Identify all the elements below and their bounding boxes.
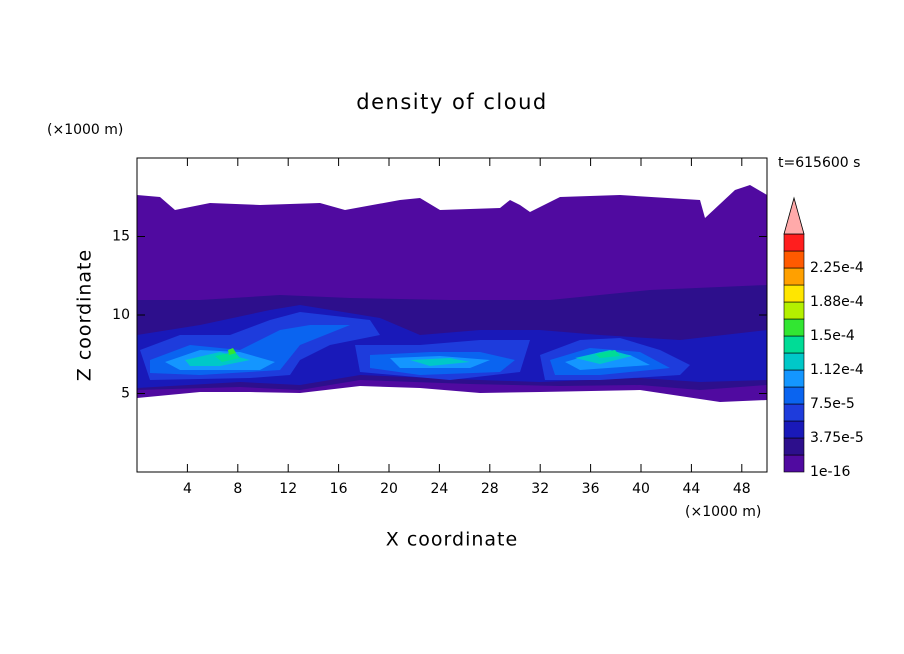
contour-region xyxy=(595,350,620,358)
colorbar-band xyxy=(783,335,805,354)
colorbar-label: 3.75e-5 xyxy=(810,430,864,446)
contour-region xyxy=(410,358,470,366)
colorbar-band xyxy=(783,420,805,439)
colorbar-band xyxy=(783,437,805,456)
colorbar-band xyxy=(783,318,805,337)
x-unit: (×1000 m) xyxy=(685,504,761,520)
colorbar-band xyxy=(783,369,805,388)
y-tick-label: 5 xyxy=(121,386,130,402)
colorbar-band xyxy=(783,454,805,473)
x-label: X coordinate xyxy=(386,529,518,551)
x-tick-label: 28 xyxy=(481,481,499,497)
colorbar-label: 1e-16 xyxy=(810,464,850,480)
y-tick-label: 15 xyxy=(112,229,130,245)
colorbar-label: 1.5e-4 xyxy=(810,328,855,344)
x-tick-label: 16 xyxy=(330,481,348,497)
colorbar-label: 1.88e-4 xyxy=(810,294,864,310)
x-tick-label: 20 xyxy=(380,481,398,497)
colorbar-band xyxy=(783,403,805,422)
colorbar-band xyxy=(783,284,805,303)
x-tick-label: 12 xyxy=(279,481,297,497)
annotation: t=615600 s xyxy=(778,155,860,171)
colorbar-label: 1.12e-4 xyxy=(810,362,864,378)
colorbar-label: 2.25e-4 xyxy=(810,260,864,276)
colorbar-band xyxy=(783,386,805,405)
colorbar-band xyxy=(783,267,805,286)
contour-region xyxy=(228,348,236,355)
y-tick-label: 10 xyxy=(112,307,130,323)
x-tick-label: 40 xyxy=(632,481,650,497)
chart-title: density of cloud xyxy=(356,90,547,114)
x-tick-label: 48 xyxy=(733,481,751,497)
y-label: Z coordinate xyxy=(74,249,96,381)
x-tick-label: 36 xyxy=(582,481,600,497)
x-tick-label: 8 xyxy=(233,481,242,497)
contour-region xyxy=(215,352,240,362)
contour-region xyxy=(185,352,250,366)
y-unit: (×1000 m) xyxy=(47,122,123,138)
colorbar-band xyxy=(783,250,805,269)
x-tick-label: 32 xyxy=(531,481,549,497)
x-tick-label: 44 xyxy=(682,481,700,497)
x-tick-label: 4 xyxy=(183,481,192,497)
colorbar-band xyxy=(783,301,805,320)
colorbar-extend xyxy=(783,196,805,235)
colorbar-label: 7.5e-5 xyxy=(810,396,855,412)
colorbar-band xyxy=(783,233,805,252)
x-tick-label: 24 xyxy=(430,481,448,497)
colorbar-band xyxy=(783,352,805,371)
